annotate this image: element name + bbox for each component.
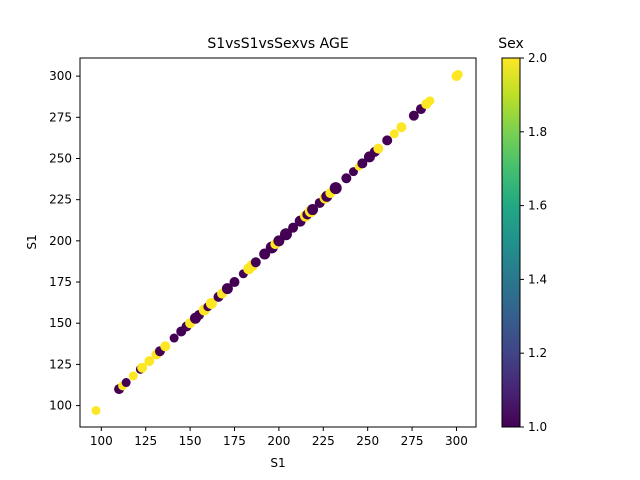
data-point (250, 257, 261, 268)
y-tick-label: 175 (49, 275, 72, 289)
data-point (279, 228, 292, 241)
x-axis-ticks: 100 125 150 175 200 225 250 275 300 (90, 427, 468, 448)
data-point (205, 297, 217, 309)
data-point (373, 143, 384, 154)
y-tick-label: 100 (49, 399, 72, 413)
x-tick-label: 250 (356, 434, 379, 448)
y-tick-label: 300 (49, 69, 72, 83)
data-point (425, 96, 435, 106)
colorbar-label: Sex (498, 36, 524, 52)
data-point (229, 277, 240, 288)
y-tick-label: 275 (49, 110, 72, 124)
data-point (389, 129, 399, 139)
colorbar-ticks: 1.0 1.2 1.4 1.6 1.8 2.0 (520, 51, 547, 434)
data-point (341, 173, 352, 184)
data-point (396, 122, 407, 133)
x-tick-label: 275 (401, 434, 424, 448)
colorbar-tick-label: 1.2 (528, 346, 547, 360)
y-axis-label: S1 (25, 234, 39, 249)
data-point (137, 362, 148, 373)
data-point (221, 283, 233, 295)
x-tick-label: 175 (223, 434, 246, 448)
data-point (382, 135, 393, 146)
data-point (348, 167, 358, 177)
x-tick-label: 125 (134, 434, 157, 448)
colorbar-tick-label: 1.8 (528, 125, 547, 139)
x-tick-label: 300 (445, 434, 468, 448)
y-tick-label: 125 (49, 357, 72, 371)
data-point (329, 182, 342, 195)
colorbar-tick-label: 2.0 (528, 51, 547, 65)
colorbar-tick-label: 1.6 (528, 199, 547, 213)
data-point (288, 222, 299, 233)
data-point (160, 341, 171, 352)
data-point (121, 378, 131, 388)
x-tick-label: 150 (179, 434, 202, 448)
x-tick-label: 200 (267, 434, 290, 448)
plot-frame (79, 57, 477, 428)
data-point (408, 110, 419, 121)
y-tick-label: 225 (49, 193, 72, 207)
data-point (91, 406, 101, 416)
data-point (144, 356, 155, 367)
data-point (357, 158, 368, 169)
x-axis-label: S1 (270, 456, 285, 470)
colorbar-tick-label: 1.4 (528, 272, 547, 286)
y-tick-label: 200 (49, 234, 72, 248)
x-tick-label: 225 (312, 434, 335, 448)
colorbar-tick-label: 1.0 (528, 420, 547, 434)
colorbar (501, 57, 521, 428)
data-points (91, 69, 463, 416)
data-point (169, 333, 179, 343)
y-tick-label: 250 (49, 151, 72, 165)
chart-title: S1vsS1vsSexvs AGE (207, 36, 348, 52)
data-point (128, 371, 138, 381)
y-tick-label: 150 (49, 316, 72, 330)
data-point (453, 69, 463, 79)
x-tick-label: 100 (90, 434, 113, 448)
y-axis-ticks: 100 125 150 175 200 225 250 275 300 (49, 69, 80, 413)
data-point (307, 204, 319, 216)
